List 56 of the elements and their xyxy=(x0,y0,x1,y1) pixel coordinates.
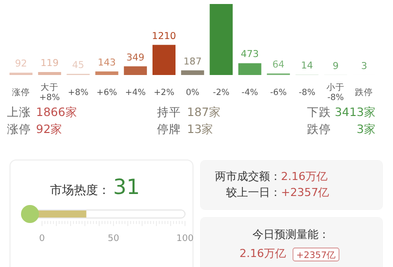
x-tick-label: 50 xyxy=(108,234,120,244)
x-tick-label: -2% xyxy=(212,88,230,98)
text: 上涨 xyxy=(7,105,31,119)
data-label: 143 xyxy=(98,57,116,68)
x-tick-label: 0% xyxy=(186,88,200,98)
x-tick-label: +4% xyxy=(125,88,146,98)
text: 2.16万亿 xyxy=(281,170,328,183)
text: +2357亿 xyxy=(296,250,336,261)
x-tick-label: -6% xyxy=(270,88,287,98)
text: 2.16万亿 xyxy=(240,247,286,260)
chart-title: 市场热度： xyxy=(50,183,110,197)
x-tick-label: 100 xyxy=(176,234,194,244)
bar xyxy=(210,4,233,75)
x-tick-label: +8% xyxy=(68,88,89,98)
text: 92家 xyxy=(36,122,63,136)
text: 187家 xyxy=(187,105,221,119)
text: 跌停 xyxy=(307,122,331,136)
data-label: 1210 xyxy=(152,30,176,42)
data-label: 92 xyxy=(14,58,28,70)
data-label: 349 xyxy=(126,52,144,64)
bar xyxy=(124,66,147,75)
x-tick-label: 0 xyxy=(39,234,46,244)
text: 13家 xyxy=(187,122,214,136)
x-tick-label: 涨停 xyxy=(12,87,30,98)
bar xyxy=(181,70,204,75)
text: 3家 xyxy=(356,122,376,136)
x-tick-label: -8% xyxy=(298,88,316,98)
text: +2357亿 xyxy=(281,186,330,199)
x-tick-label: +6% xyxy=(96,88,118,98)
bar xyxy=(238,63,262,75)
text: 较上一日： xyxy=(226,186,281,199)
bar xyxy=(38,72,62,75)
data-label: 14 xyxy=(300,60,314,72)
text: 3413家 xyxy=(334,105,376,119)
text: 下跌 xyxy=(307,105,331,119)
x-tick-label: +2% xyxy=(154,88,174,98)
data-label: 119 xyxy=(40,58,59,70)
data-label: 45 xyxy=(72,60,84,71)
x-tick-label: 小于 -8% xyxy=(326,82,345,103)
text: 涨停 xyxy=(7,122,31,136)
data-label: 187 xyxy=(184,56,202,68)
text: 31 xyxy=(113,175,140,199)
data-label: 3 xyxy=(361,60,368,72)
x-tick-label: 跌停 xyxy=(355,87,374,98)
data-label: 64 xyxy=(272,59,284,70)
text: 今日预测量能： xyxy=(252,228,330,241)
data-label: 9 xyxy=(332,60,339,72)
text: 停牌 xyxy=(157,122,181,136)
x-tick-label: 大于 +8% xyxy=(39,82,60,103)
text: 两市成交额： xyxy=(215,170,281,183)
x-tick-label: -4% xyxy=(242,88,258,98)
bar xyxy=(95,71,118,75)
bar xyxy=(152,44,176,75)
data-label: 473 xyxy=(240,49,259,60)
text: 持平 xyxy=(157,105,181,119)
text: 1866家 xyxy=(36,105,78,119)
